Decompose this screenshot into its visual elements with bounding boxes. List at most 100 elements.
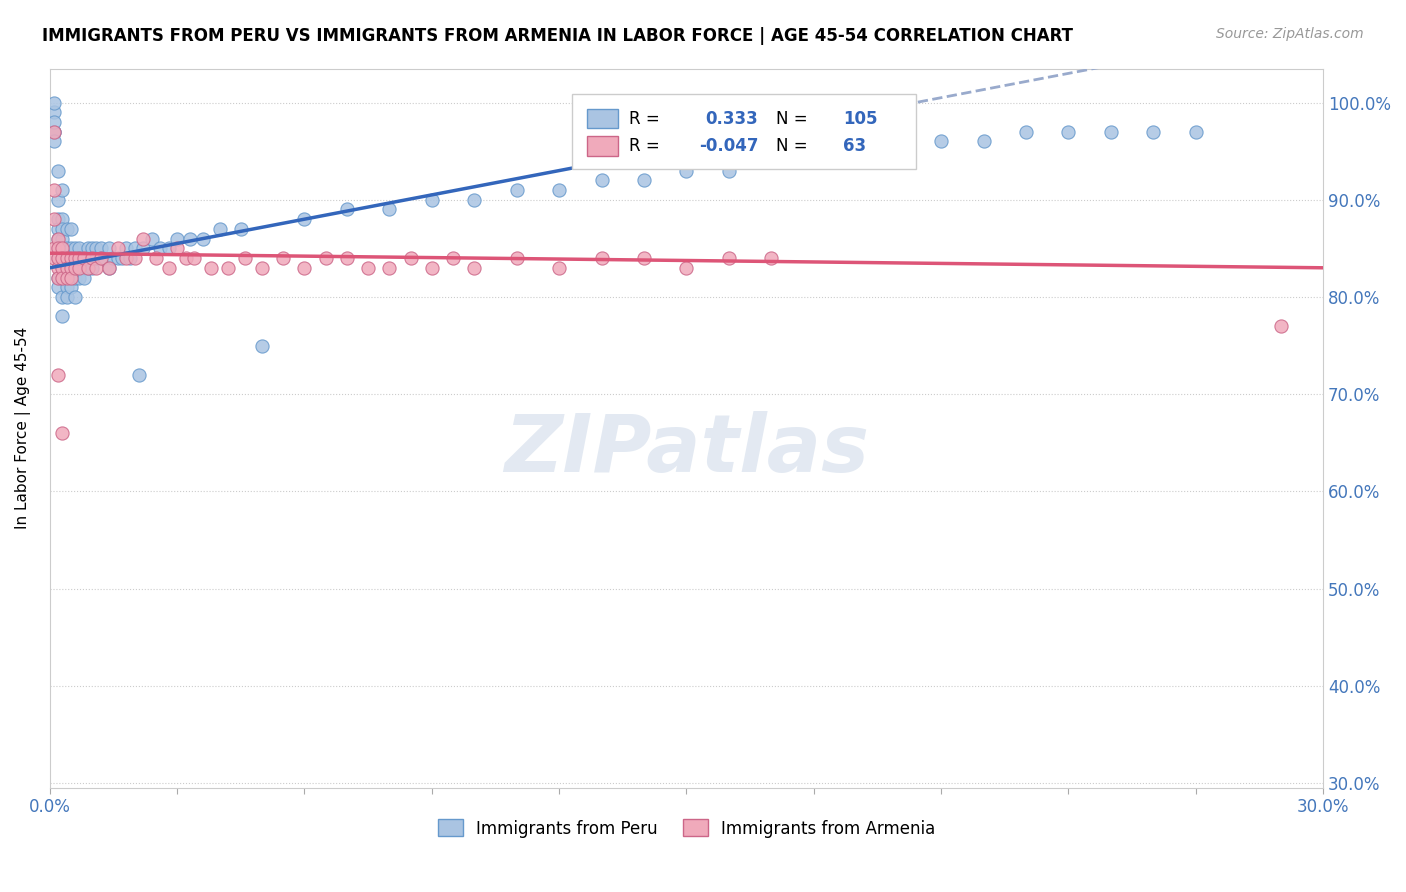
Text: R =: R =	[628, 137, 665, 155]
Point	[51, 232, 73, 246]
Point	[73, 270, 96, 285]
Point	[42, 125, 65, 139]
Point	[929, 135, 952, 149]
Point	[86, 260, 108, 275]
Point	[98, 260, 121, 275]
Point	[315, 251, 337, 265]
Point	[1099, 125, 1122, 139]
Point	[42, 183, 65, 197]
Point	[55, 251, 77, 265]
Point	[46, 212, 69, 227]
Point	[69, 241, 91, 255]
Point	[73, 251, 96, 265]
Point	[63, 260, 86, 275]
Point	[73, 260, 96, 275]
Point	[717, 163, 740, 178]
Point	[183, 251, 205, 265]
Point	[336, 202, 359, 217]
Point	[132, 241, 155, 255]
Point	[115, 241, 138, 255]
Point	[107, 241, 129, 255]
Point	[717, 251, 740, 265]
Point	[250, 338, 273, 352]
Point	[77, 251, 100, 265]
Point	[1015, 125, 1038, 139]
Point	[463, 260, 485, 275]
Point	[132, 232, 155, 246]
Point	[63, 241, 86, 255]
Point	[336, 251, 359, 265]
Text: -0.047: -0.047	[699, 137, 759, 155]
Point	[55, 290, 77, 304]
Text: 105: 105	[844, 110, 877, 128]
Point	[191, 232, 214, 246]
Point	[46, 232, 69, 246]
Point	[69, 260, 91, 275]
Point	[399, 251, 422, 265]
Point	[505, 251, 527, 265]
Point	[77, 241, 100, 255]
Point	[229, 222, 252, 236]
Point	[98, 260, 121, 275]
Point	[51, 270, 73, 285]
Point	[51, 183, 73, 197]
Point	[250, 260, 273, 275]
Point	[59, 241, 82, 255]
Point	[69, 260, 91, 275]
Point	[59, 260, 82, 275]
Point	[1057, 125, 1080, 139]
Point	[174, 251, 197, 265]
Point	[55, 222, 77, 236]
Point	[51, 251, 73, 265]
Text: Source: ZipAtlas.com: Source: ZipAtlas.com	[1216, 27, 1364, 41]
Point	[46, 193, 69, 207]
Point	[420, 193, 443, 207]
Point	[124, 241, 146, 255]
Legend: Immigrants from Peru, Immigrants from Armenia: Immigrants from Peru, Immigrants from Ar…	[432, 813, 942, 844]
Point	[145, 251, 167, 265]
Point	[59, 251, 82, 265]
Point	[59, 280, 82, 294]
Point	[1270, 319, 1292, 334]
Point	[51, 251, 73, 265]
Point	[548, 183, 571, 197]
Point	[55, 280, 77, 294]
Point	[128, 368, 150, 382]
Point	[69, 251, 91, 265]
Point	[42, 125, 65, 139]
Point	[103, 251, 125, 265]
Point	[98, 241, 121, 255]
Point	[63, 290, 86, 304]
Point	[59, 270, 82, 285]
Point	[591, 251, 613, 265]
Point	[77, 260, 100, 275]
Y-axis label: In Labor Force | Age 45-54: In Labor Force | Age 45-54	[15, 327, 31, 529]
Point	[69, 251, 91, 265]
Point	[633, 251, 655, 265]
Point	[86, 241, 108, 255]
Point	[51, 290, 73, 304]
Point	[46, 163, 69, 178]
Point	[845, 144, 868, 158]
Point	[294, 260, 316, 275]
Point	[166, 241, 188, 255]
Point	[149, 241, 172, 255]
Point	[973, 135, 995, 149]
Point	[294, 212, 316, 227]
Point	[94, 251, 117, 265]
Text: N =: N =	[776, 137, 813, 155]
Point	[46, 368, 69, 382]
Point	[505, 183, 527, 197]
Point	[51, 270, 73, 285]
Point	[591, 173, 613, 187]
Text: IMMIGRANTS FROM PERU VS IMMIGRANTS FROM ARMENIA IN LABOR FORCE | AGE 45-54 CORRE: IMMIGRANTS FROM PERU VS IMMIGRANTS FROM …	[42, 27, 1073, 45]
Point	[51, 212, 73, 227]
FancyBboxPatch shape	[588, 136, 617, 155]
Text: 0.333: 0.333	[706, 110, 758, 128]
Point	[803, 153, 825, 168]
Point	[73, 251, 96, 265]
Point	[1142, 125, 1164, 139]
Point	[90, 251, 112, 265]
Point	[42, 135, 65, 149]
Point	[887, 144, 910, 158]
